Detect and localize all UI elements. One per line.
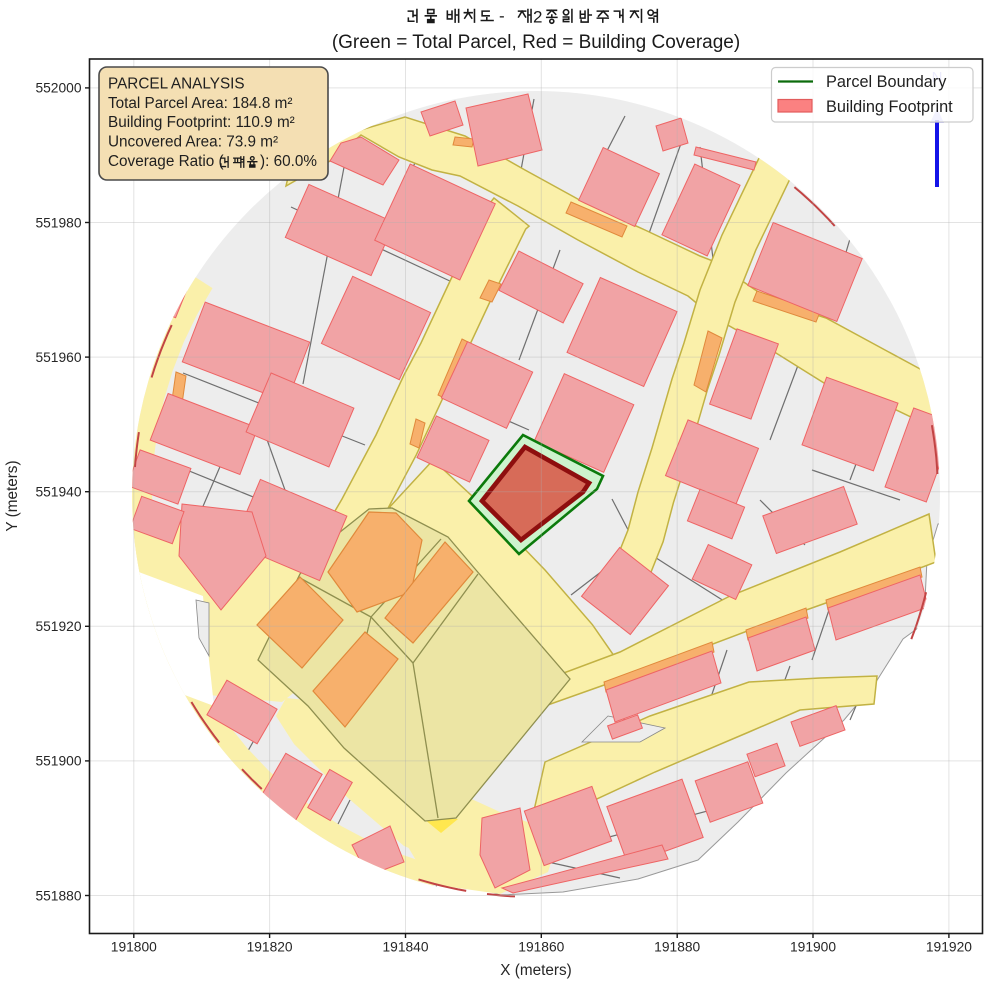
svg-text:551880: 551880	[35, 888, 81, 903]
svg-text:552000: 552000	[35, 81, 81, 96]
svg-text:Coverage Ratio (: Coverage Ratio (	[108, 153, 224, 170]
svg-text:X (meters): X (meters)	[500, 962, 571, 979]
svg-text:Uncovered Area: 73.9 m²: Uncovered Area: 73.9 m²	[108, 134, 278, 151]
svg-text:551960: 551960	[35, 350, 81, 365]
svg-text:551980: 551980	[35, 215, 81, 230]
svg-text:Total Parcel Area: 184.8 m²: Total Parcel Area: 184.8 m²	[108, 95, 293, 112]
svg-text:Parcel Boundary: Parcel Boundary	[826, 73, 947, 91]
svg-text:191840: 191840	[382, 940, 428, 955]
svg-text:): 60.0%: ): 60.0%	[260, 153, 317, 170]
svg-text:-: -	[499, 7, 505, 26]
svg-text:191860: 191860	[518, 940, 564, 955]
svg-text:191800: 191800	[111, 940, 157, 955]
svg-text:Y (meters): Y (meters)	[4, 460, 21, 531]
svg-text:191920: 191920	[926, 940, 972, 955]
svg-text:191820: 191820	[247, 940, 293, 955]
svg-text:551920: 551920	[35, 619, 81, 634]
svg-text:551940: 551940	[35, 485, 81, 500]
svg-text:(Green = Total Parcel, Red = B: (Green = Total Parcel, Red = Building Co…	[332, 32, 740, 53]
svg-text:Building Footprint: 110.9 m²: Building Footprint: 110.9 m²	[108, 114, 295, 131]
svg-text:551900: 551900	[35, 754, 81, 769]
svg-text:191900: 191900	[790, 940, 836, 955]
svg-text:2: 2	[533, 8, 542, 27]
svg-text:191880: 191880	[654, 940, 700, 955]
svg-text:Building Footprint: Building Footprint	[826, 98, 953, 116]
svg-text:PARCEL ANALYSIS: PARCEL ANALYSIS	[108, 76, 245, 93]
